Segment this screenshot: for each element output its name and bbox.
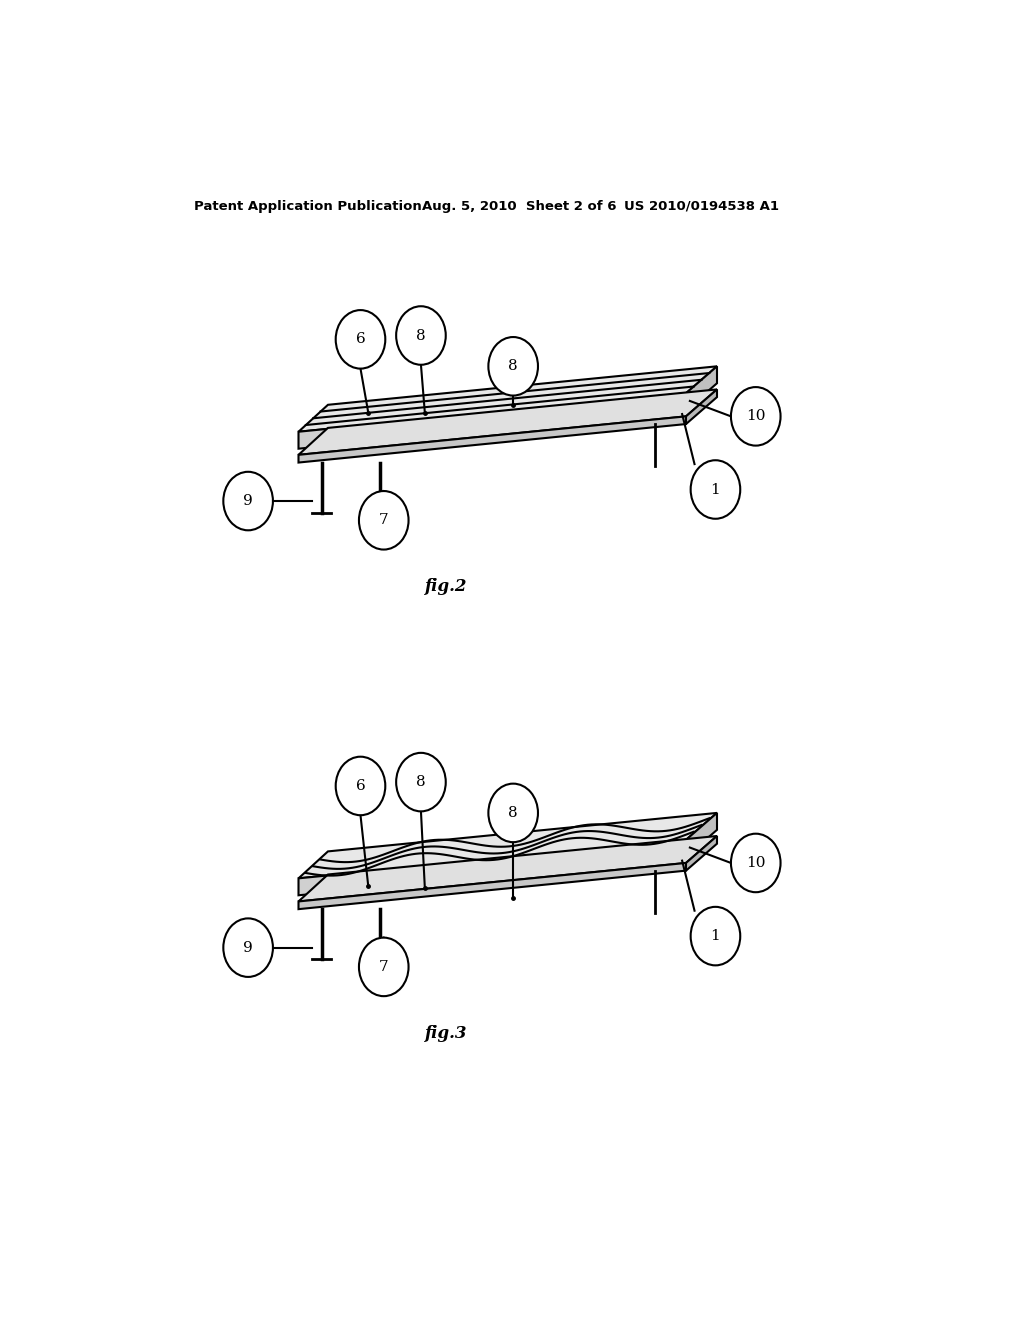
Text: 8: 8 bbox=[416, 775, 426, 789]
Text: 9: 9 bbox=[244, 941, 253, 954]
Text: 1: 1 bbox=[711, 483, 720, 496]
Polygon shape bbox=[299, 416, 686, 462]
Polygon shape bbox=[686, 836, 717, 871]
Text: 8: 8 bbox=[508, 807, 518, 820]
Text: Patent Application Publication: Patent Application Publication bbox=[194, 199, 422, 213]
Ellipse shape bbox=[336, 310, 385, 368]
Ellipse shape bbox=[359, 937, 409, 997]
Text: Aug. 5, 2010  Sheet 2 of 6: Aug. 5, 2010 Sheet 2 of 6 bbox=[423, 199, 617, 213]
Ellipse shape bbox=[223, 919, 273, 977]
Ellipse shape bbox=[336, 756, 385, 816]
Polygon shape bbox=[686, 389, 717, 424]
Polygon shape bbox=[299, 836, 717, 902]
Ellipse shape bbox=[690, 461, 740, 519]
Ellipse shape bbox=[731, 387, 780, 446]
Ellipse shape bbox=[396, 752, 445, 812]
Polygon shape bbox=[299, 813, 717, 878]
Ellipse shape bbox=[731, 834, 780, 892]
Polygon shape bbox=[686, 813, 717, 857]
Ellipse shape bbox=[488, 337, 538, 396]
Polygon shape bbox=[299, 840, 686, 895]
Text: 8: 8 bbox=[416, 329, 426, 342]
Ellipse shape bbox=[488, 784, 538, 842]
Text: fig.3: fig.3 bbox=[425, 1024, 467, 1041]
Text: 9: 9 bbox=[244, 494, 253, 508]
Ellipse shape bbox=[223, 471, 273, 531]
Ellipse shape bbox=[359, 491, 409, 549]
Polygon shape bbox=[299, 367, 717, 432]
Text: 10: 10 bbox=[746, 409, 766, 424]
Text: 8: 8 bbox=[508, 359, 518, 374]
Text: 1: 1 bbox=[711, 929, 720, 942]
Polygon shape bbox=[299, 863, 686, 909]
Polygon shape bbox=[686, 367, 717, 411]
Polygon shape bbox=[299, 389, 717, 455]
Ellipse shape bbox=[690, 907, 740, 965]
Polygon shape bbox=[299, 393, 686, 449]
Ellipse shape bbox=[396, 306, 445, 364]
Text: US 2010/0194538 A1: US 2010/0194538 A1 bbox=[624, 199, 779, 213]
Text: 7: 7 bbox=[379, 513, 388, 527]
Text: 6: 6 bbox=[355, 333, 366, 346]
Text: fig.2: fig.2 bbox=[425, 578, 467, 595]
Text: 6: 6 bbox=[355, 779, 366, 793]
Text: 10: 10 bbox=[746, 855, 766, 870]
Text: 7: 7 bbox=[379, 960, 388, 974]
